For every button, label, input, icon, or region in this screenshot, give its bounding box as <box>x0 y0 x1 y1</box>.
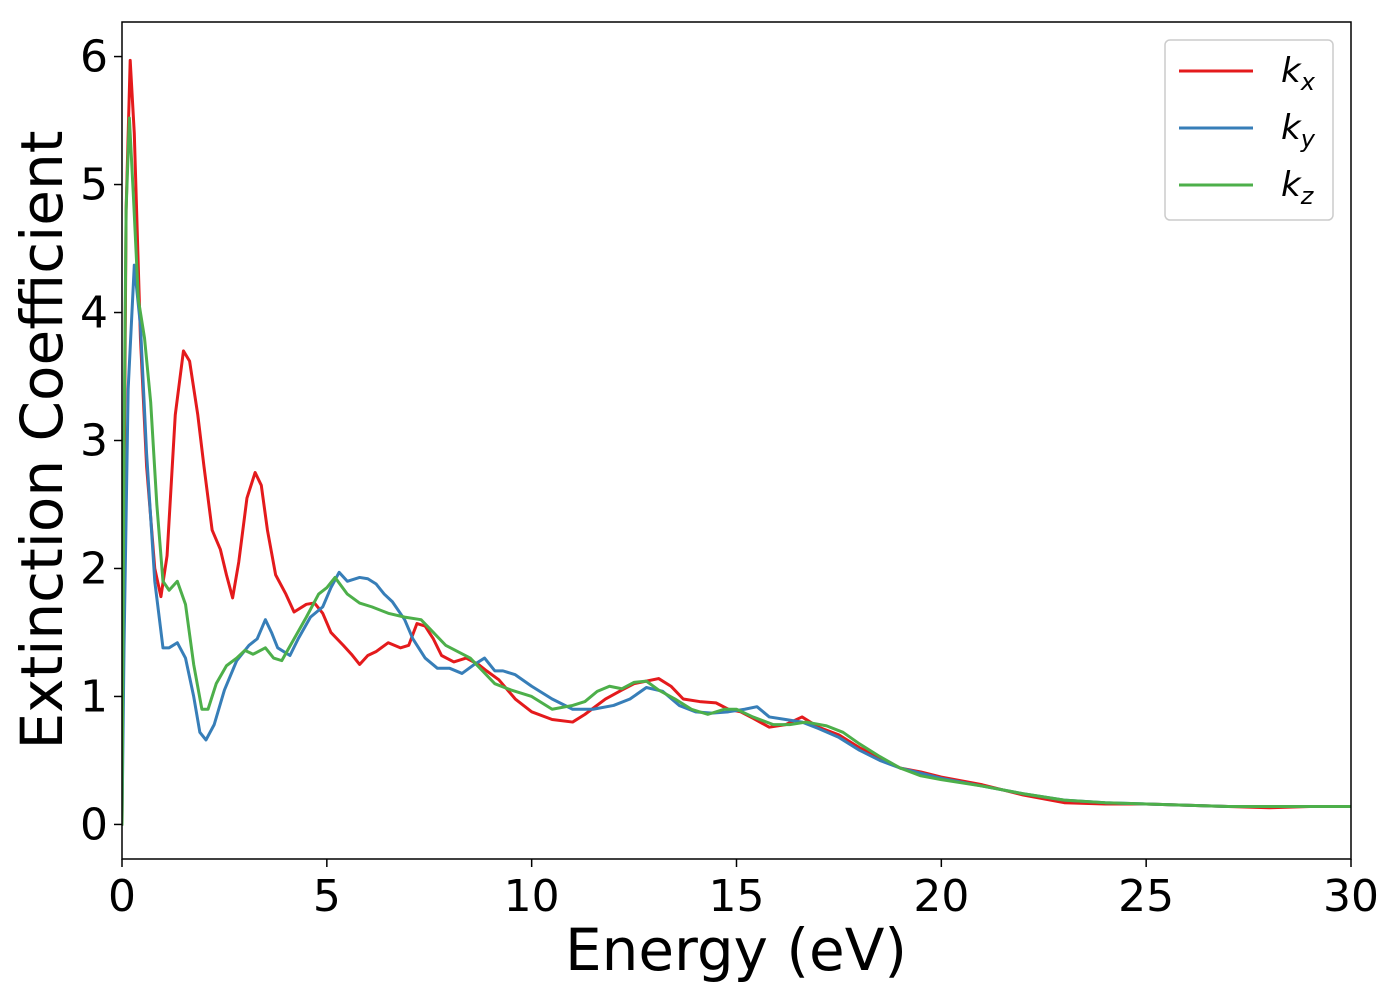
y-tick-label: 3 <box>80 416 108 467</box>
legend-frame <box>1164 39 1334 221</box>
x-axis-ticks: 0 5 10 15 20 25 30 <box>108 859 1379 922</box>
y-tick-label: 1 <box>80 671 108 722</box>
y-tick-label: 5 <box>80 160 108 211</box>
y-axis-ticks: 0 1 2 3 4 5 6 <box>80 32 122 850</box>
y-tick-label: 6 <box>80 32 108 83</box>
series-line-z <box>122 116 1351 826</box>
x-tick-label: 0 <box>108 871 136 922</box>
series-line-y <box>122 263 1351 826</box>
y-tick-label: 2 <box>80 543 108 594</box>
x-tick-label: 5 <box>313 871 341 922</box>
x-tick-label: 10 <box>504 871 560 922</box>
y-tick-label: 4 <box>80 288 108 339</box>
series-line-x <box>122 58 1351 826</box>
x-tick-label: 30 <box>1323 871 1379 922</box>
y-tick-label: 0 <box>80 799 108 850</box>
series-layer <box>122 58 1351 826</box>
x-tick-label: 20 <box>913 871 969 922</box>
y-axis-title: Extinction Coefficient <box>8 131 76 750</box>
x-axis-title: Energy (eV) <box>565 916 907 984</box>
x-tick-label: 15 <box>709 871 765 922</box>
x-tick-label: 25 <box>1118 871 1174 922</box>
legend-label-z: kz <box>1281 165 1315 210</box>
